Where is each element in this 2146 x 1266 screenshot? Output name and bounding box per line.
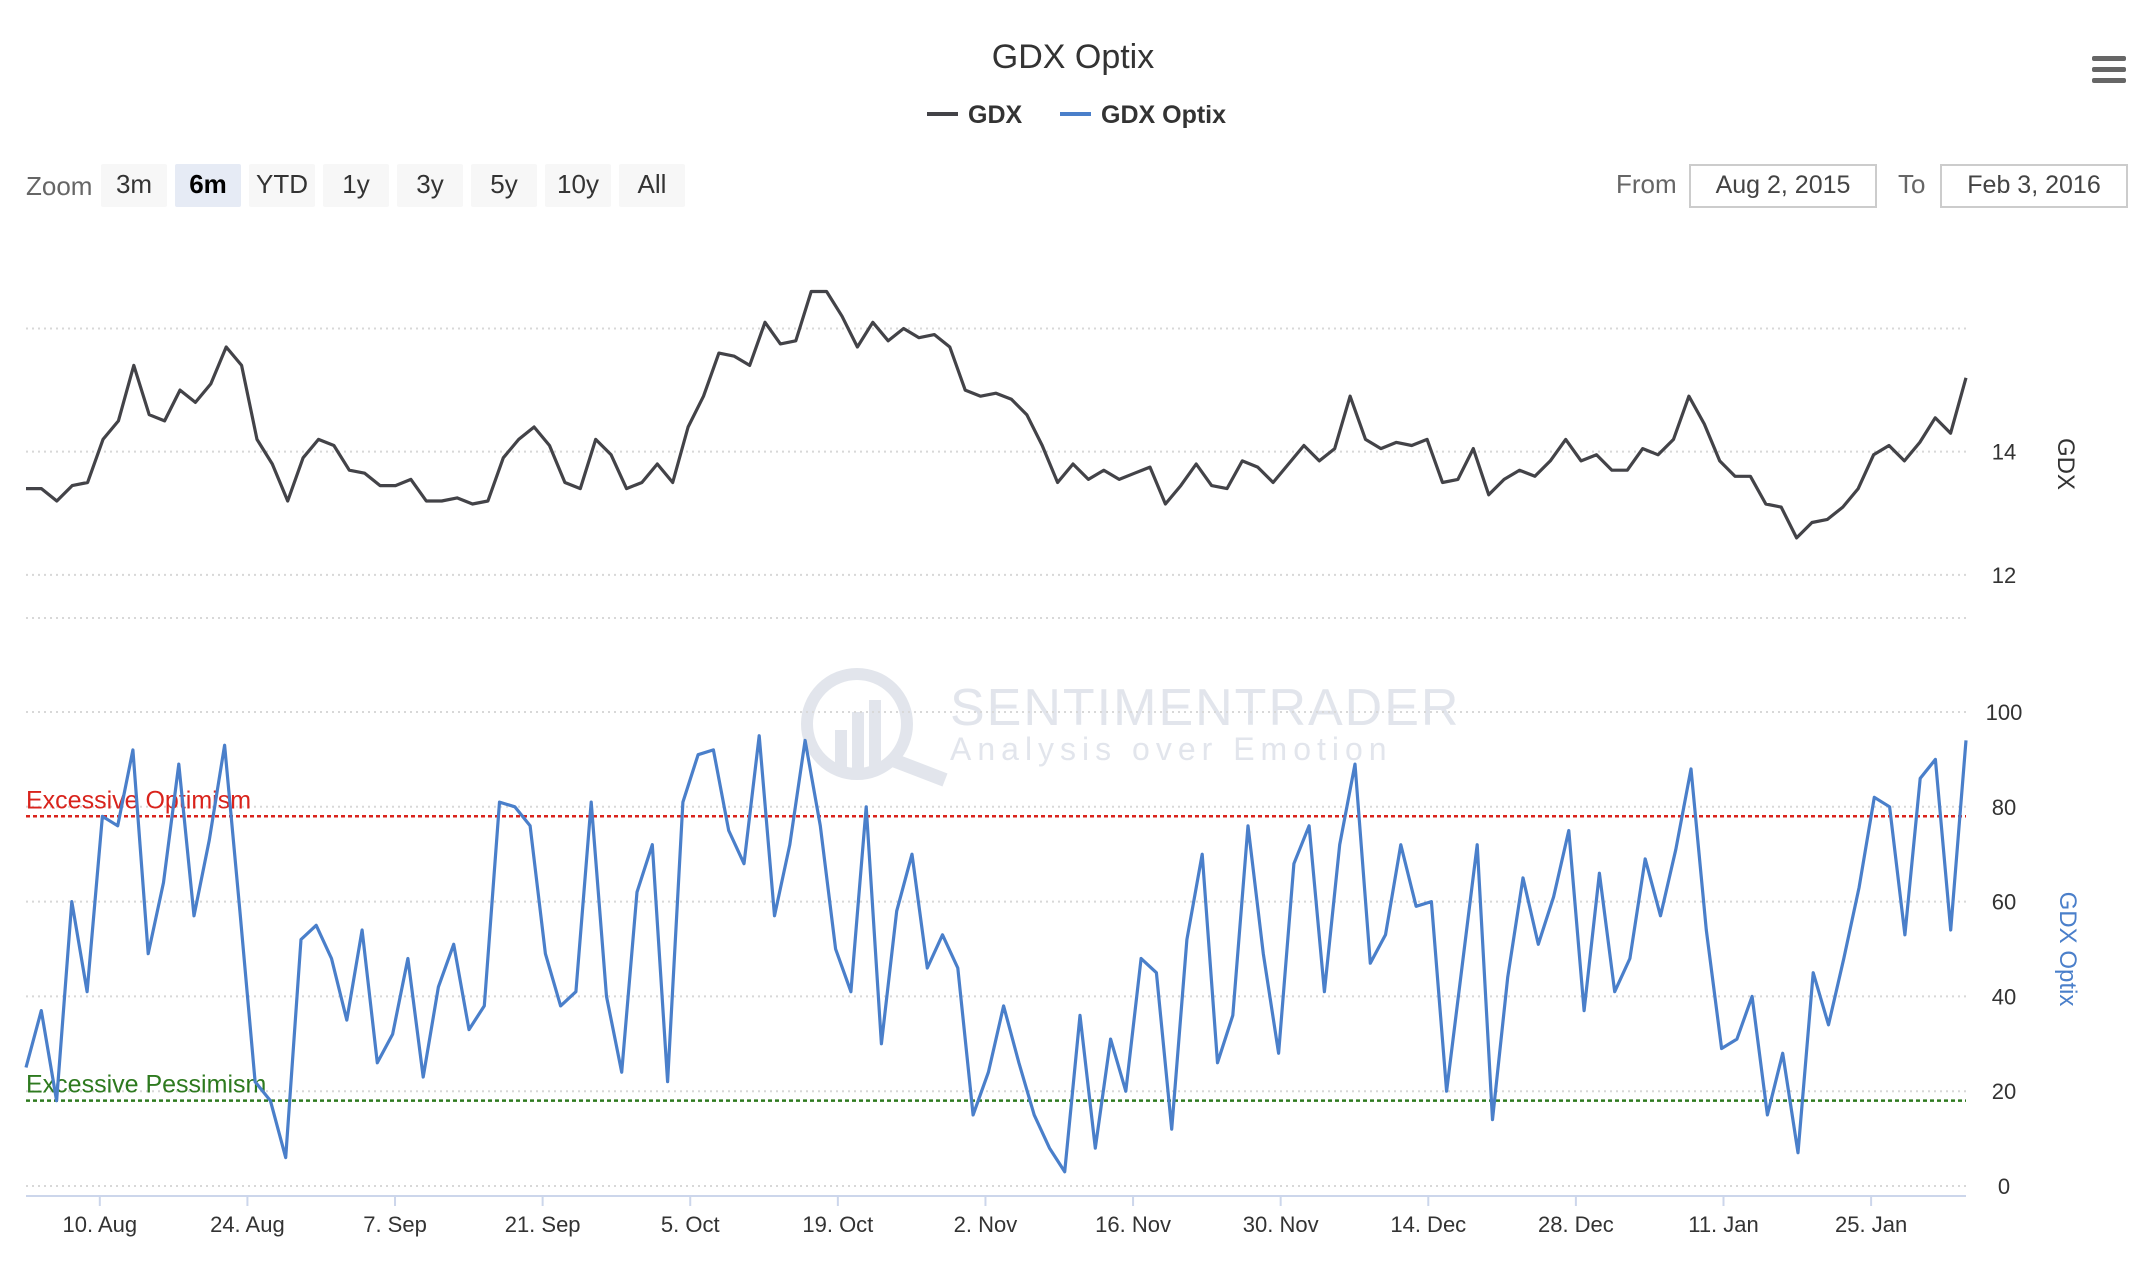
watermark: SENTIMENTRADER Analysis over Emotion <box>801 668 1460 787</box>
to-label: To <box>1898 169 1925 199</box>
zoom-button-ytd[interactable]: YTD <box>249 164 315 207</box>
zoom-button-label: 3y <box>416 169 443 199</box>
legend-item-gdx[interactable]: GDX <box>927 101 1023 129</box>
legend-item-gdx-optix[interactable]: GDX Optix <box>1060 101 1226 129</box>
y-tick-label: 80 <box>1992 795 2016 820</box>
x-tick-label: 11. Jan <box>1688 1212 1759 1237</box>
legend: GDX GDX Optix <box>927 101 1226 129</box>
legend-label-gdx: GDX <box>968 101 1023 129</box>
x-tick-label: 24. Aug <box>210 1212 285 1237</box>
series-line-gdx[interactable] <box>26 289 1968 540</box>
zoom-button-label: 3m <box>116 169 152 199</box>
x-axis: 10. Aug 24. Aug 7. Sep 21. Sep 5. Oct 19. Oct… <box>26 1195 1966 1237</box>
chart-title: GDX Optix <box>992 38 1154 76</box>
zoom-label: Zoom <box>26 171 92 201</box>
x-tick-label: 25. Jan <box>1835 1212 1907 1237</box>
zoom-button-3m[interactable]: 3m <box>101 164 167 207</box>
from-date-value: Aug 2, 2015 <box>1716 171 1851 199</box>
x-tick-label: 5. Oct <box>661 1212 720 1237</box>
from-label: From <box>1616 169 1677 199</box>
x-tick-label: 2. Nov <box>954 1212 1018 1237</box>
y-tick-label: 100 <box>1986 700 2023 725</box>
series-line-gdx-optix[interactable] <box>24 734 1968 1174</box>
zoom-button-label: 10y <box>557 169 599 199</box>
zoom-button-all[interactable]: All <box>619 164 685 207</box>
x-tick-label: 16. Nov <box>1095 1212 1171 1237</box>
x-tick-label: 21. Sep <box>505 1212 581 1237</box>
x-tick-label: 7. Sep <box>363 1212 427 1237</box>
watermark-line2: Analysis over Emotion <box>950 731 1393 767</box>
zoom-button-5y[interactable]: 5y <box>471 164 537 207</box>
y-axis-title: GDX <box>2052 438 2079 490</box>
range-selector: Zoom 3m 6m YTD 1y 3y 5y 10y All From Aug 2, 201… <box>26 164 2128 208</box>
zoom-button-label: All <box>638 169 667 199</box>
y-tick-label: 12 <box>1992 563 2016 588</box>
zoom-button-10y[interactable]: 10y <box>545 164 611 207</box>
zoom-button-label: YTD <box>256 169 308 199</box>
y-tick-label: 40 <box>1992 984 2016 1009</box>
zoom-buttons: 3m 6m YTD 1y 3y 5y 10y All <box>101 164 685 207</box>
series-points <box>23 733 1969 1175</box>
plot-line-label: Excessive Pessimism <box>26 1071 266 1099</box>
y-tick-label: 14 <box>1992 440 2016 465</box>
y-tick-label: 60 <box>1992 890 2016 915</box>
series-points <box>23 289 1969 541</box>
zoom-button-3y[interactable]: 3y <box>397 164 463 207</box>
watermark-line1: SENTIMENTRADER <box>950 679 1460 737</box>
zoom-button-1y[interactable]: 1y <box>323 164 389 207</box>
x-tick-label: 10. Aug <box>62 1212 137 1237</box>
x-tick-label: 19. Oct <box>802 1212 873 1237</box>
to-date-input[interactable]: Feb 3, 2016 <box>1940 164 2128 208</box>
watermark-logo-icon <box>801 668 948 787</box>
y-axis-title: GDX Optix <box>2054 892 2081 1007</box>
zoom-button-label: 1y <box>342 169 369 199</box>
y-tick-label: 20 <box>1992 1079 2016 1104</box>
x-tick-label: 30. Nov <box>1243 1212 1319 1237</box>
zoom-button-label: 5y <box>490 169 517 199</box>
pane-gdx: 12 14 GDX <box>23 289 2079 619</box>
x-tick-label: 14. Dec <box>1390 1212 1466 1237</box>
from-date-input[interactable]: Aug 2, 2015 <box>1689 164 1877 208</box>
y-tick-label: 0 <box>1998 1174 2010 1199</box>
zoom-button-6m[interactable]: 6m <box>175 164 241 207</box>
legend-label-gdx-optix: GDX Optix <box>1101 101 1226 129</box>
hamburger-menu-icon[interactable] <box>2090 40 2146 95</box>
to-date-value: Feb 3, 2016 <box>1967 171 2100 199</box>
zoom-button-label: 6m <box>189 169 227 199</box>
x-tick-label: 28. Dec <box>1538 1212 1614 1237</box>
